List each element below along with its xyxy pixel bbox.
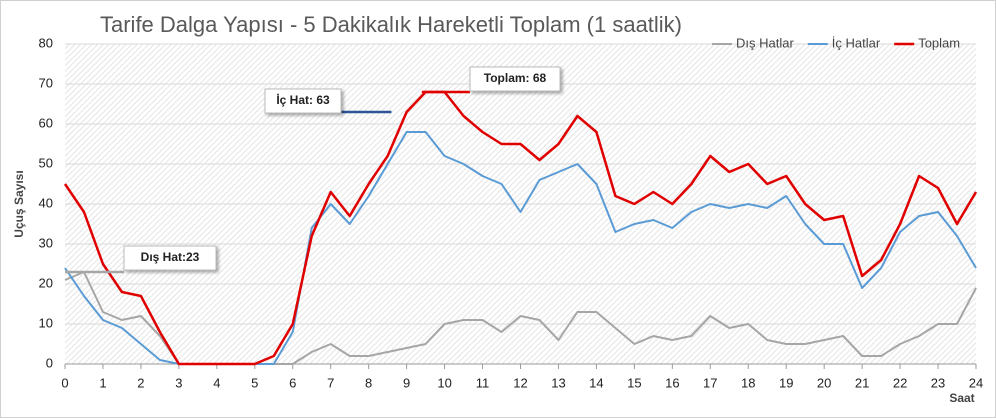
x-tick-label: 7 xyxy=(327,375,334,390)
y-tick-label: 50 xyxy=(39,155,53,170)
legend-label: İç Hatlar xyxy=(832,35,881,50)
x-tick-label: 12 xyxy=(513,375,527,390)
y-tick-label: 40 xyxy=(39,195,53,210)
x-tick-label: 23 xyxy=(931,375,945,390)
y-tick-label: 0 xyxy=(46,355,53,370)
y-tick-label: 60 xyxy=(39,115,53,130)
x-tick-label: 15 xyxy=(627,375,641,390)
annotation-box xyxy=(264,88,342,114)
x-tick-label: 10 xyxy=(437,375,451,390)
annotation-label: Toplam: 68 xyxy=(484,71,547,85)
y-tick-label: 70 xyxy=(39,75,53,90)
y-tick-label: 20 xyxy=(39,275,53,290)
x-tick-label: 4 xyxy=(213,375,220,390)
x-tick-label: 3 xyxy=(175,375,182,390)
annotation-label: Dış Hat:23 xyxy=(141,250,200,264)
x-tick-label: 17 xyxy=(703,375,717,390)
y-axis-label: Uçuş Sayısı xyxy=(12,170,26,237)
x-tick-label: 22 xyxy=(893,375,907,390)
x-tick-label: 9 xyxy=(403,375,410,390)
x-tick-label: 13 xyxy=(551,375,565,390)
x-axis-label: Saat xyxy=(949,391,974,405)
x-tick-label: 6 xyxy=(289,375,296,390)
legend-label: Toplam xyxy=(918,35,960,50)
x-tick-label: 20 xyxy=(817,375,831,390)
y-tick-label: 30 xyxy=(39,235,53,250)
y-tick-label: 10 xyxy=(39,315,53,330)
x-tick-label: 2 xyxy=(137,375,144,390)
x-tick-label: 16 xyxy=(665,375,679,390)
annotation-box xyxy=(123,245,217,271)
x-tick-label: 21 xyxy=(855,375,869,390)
chart-title: Tarife Dalga Yapısı - 5 Dakikalık Hareke… xyxy=(100,12,682,37)
y-tick-label: 80 xyxy=(39,35,53,50)
x-tick-label: 19 xyxy=(779,375,793,390)
annotation-label: İç Hat: 63 xyxy=(276,92,330,107)
series-line xyxy=(63,90,978,366)
x-tick-label: 1 xyxy=(99,375,106,390)
x-tick-label: 5 xyxy=(251,375,258,390)
x-tick-label: 14 xyxy=(589,375,603,390)
x-tick-label: 8 xyxy=(365,375,372,390)
x-tick-label: 24 xyxy=(969,375,983,390)
annotation-box xyxy=(469,66,561,92)
x-tick-label: 18 xyxy=(741,375,755,390)
x-tick-label: 0 xyxy=(61,375,68,390)
x-tick-label: 11 xyxy=(476,375,490,390)
legend-label: Dış Hatlar xyxy=(736,35,794,50)
